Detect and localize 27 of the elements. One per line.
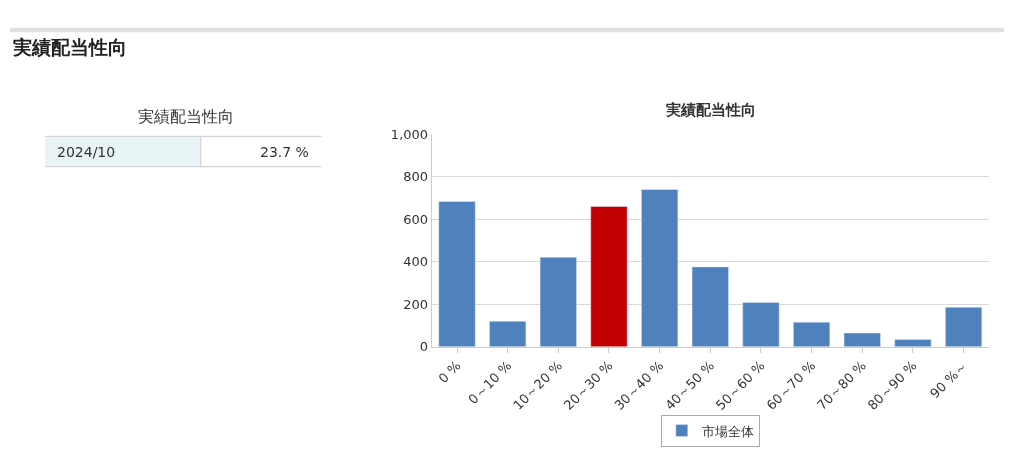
y-tick-label: 1,000 [390,126,429,142]
bar [945,307,983,347]
bar [438,201,476,347]
y-tick-label: 400 [403,254,429,270]
bar [894,339,932,347]
y-tick-label: 0 [419,339,429,355]
bar [793,321,831,347]
bar [843,332,881,347]
y-tick-label: 800 [403,169,429,185]
text: 実績配当性向 [12,36,127,58]
y-tick-label: 200 [403,296,429,312]
text: 実績配当性向 [138,107,234,126]
x-tick-label: 70～80 % [814,358,869,413]
bar [691,266,729,347]
chart-title: 実績配当性向 [665,101,756,119]
bar [489,321,527,347]
bar [641,189,679,347]
x-tick-label: 90 %～ [927,358,971,402]
bar [742,302,780,347]
x-tick-label: 30～40 % [611,358,667,413]
legend-label: 市場全体 [701,423,754,439]
text: 2024/10 [57,144,116,160]
y-tick-label: 600 [403,211,429,227]
bar [590,206,628,347]
x-tick-label: 0 % [435,358,464,387]
bar [539,257,577,347]
text: 23.7 % [260,144,309,160]
